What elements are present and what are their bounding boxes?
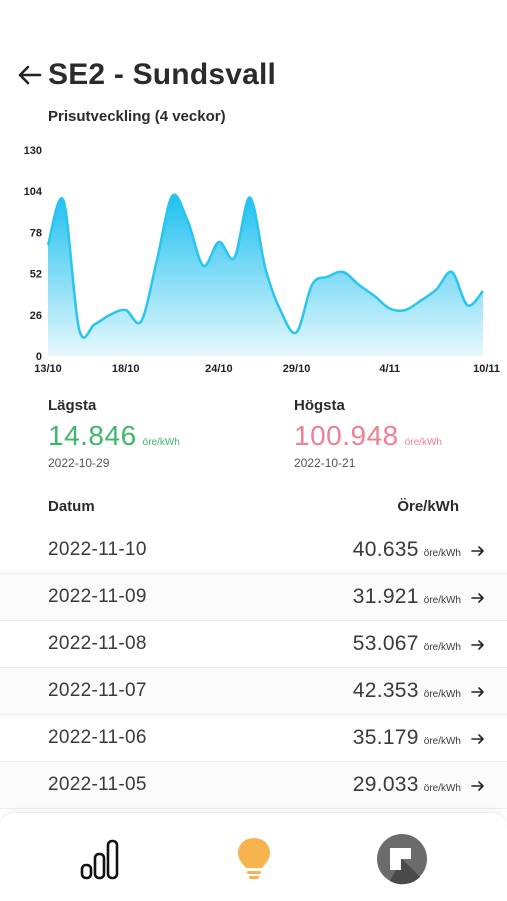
chart-title: Prisutveckling (4 veckor) <box>48 108 226 125</box>
price-line <box>46 193 484 339</box>
table-row[interactable]: 2022-11-05 29.033 öre/kWh <box>0 762 507 809</box>
arrow-right-icon <box>471 546 484 556</box>
row-date: 2022-11-10 <box>48 539 147 560</box>
nav-statistics-button[interactable] <box>72 833 128 885</box>
row-unit: öre/kWh <box>423 642 461 653</box>
row-unit: öre/kWh <box>423 689 461 700</box>
highest-label: Högsta <box>294 397 345 414</box>
lowest-price-block: Lägsta 14.846 öre/kWh 2022-10-29 <box>48 397 180 470</box>
nav-app-button[interactable] <box>374 833 430 885</box>
column-date: Datum <box>48 498 95 515</box>
app-logo-icon <box>377 834 427 885</box>
highest-unit: öre/kWh <box>404 437 442 448</box>
table-row[interactable]: 2022-11-08 53.067 öre/kWh <box>0 621 507 668</box>
table-row[interactable]: 2022-11-07 42.353 öre/kWh <box>0 668 507 715</box>
table-row[interactable]: 2022-11-09 31.921 öre/kWh <box>0 574 507 621</box>
arrow-right-icon <box>471 781 484 791</box>
x-tick-label: 24/10 <box>205 363 233 375</box>
row-value: 31.921 <box>352 585 419 608</box>
row-unit: öre/kWh <box>423 783 461 794</box>
row-value: 29.033 <box>352 773 419 796</box>
arrow-right-icon <box>471 640 484 650</box>
back-button[interactable] <box>12 58 46 92</box>
arrow-right-icon <box>471 593 484 603</box>
highest-value: 100.948 <box>294 420 399 451</box>
lowest-unit: öre/kWh <box>142 437 180 448</box>
lowest-value: 14.846 <box>48 420 137 451</box>
x-tick-label: 13/10 <box>34 363 62 375</box>
table-row[interactable]: 2022-11-10 40.635 öre/kWh <box>0 527 507 574</box>
x-tick-label: 10/11 <box>473 363 500 375</box>
table-row[interactable]: 2022-11-06 35.179 öre/kWh <box>0 715 507 762</box>
highest-date: 2022-10-21 <box>294 456 356 470</box>
lightbulb-icon <box>238 838 270 879</box>
y-tick-label: 130 <box>24 145 42 157</box>
lowest-label: Lägsta <box>48 397 97 414</box>
row-unit: öre/kWh <box>423 548 461 559</box>
nav-prices-button[interactable] <box>226 833 282 885</box>
y-tick-label: 0 <box>36 351 42 363</box>
row-value: 42.353 <box>352 679 419 702</box>
x-tick-label: 18/10 <box>112 363 140 375</box>
y-tick-label: 104 <box>24 186 43 198</box>
row-value: 53.067 <box>352 632 419 655</box>
x-tick-label: 4/11 <box>379 363 400 375</box>
row-date: 2022-11-05 <box>48 774 147 795</box>
highest-price-block: Högsta 100.948 öre/kWh 2022-10-21 <box>294 397 442 470</box>
row-unit: öre/kWh <box>423 595 461 606</box>
price-chart: 0 26 52 78 104 130 13/10 18/10 24/10 29/10 4/11 10… <box>24 145 500 375</box>
column-price: Öre/kWh <box>397 498 459 515</box>
header: SE2 - Sundsvall <box>12 58 276 92</box>
row-value: 35.179 <box>352 726 419 749</box>
y-tick-label: 26 <box>30 310 42 322</box>
lowest-date: 2022-10-29 <box>48 456 110 470</box>
row-date: 2022-11-08 <box>48 633 147 654</box>
row-date: 2022-11-09 <box>48 586 147 607</box>
row-unit: öre/kWh <box>423 736 461 747</box>
arrow-right-icon <box>471 734 484 744</box>
arrow-right-icon <box>471 687 484 697</box>
x-tick-label: 29/10 <box>283 363 311 375</box>
price-list: 2022-11-10 40.635 öre/kWh 2022-11-09 31.… <box>0 527 507 809</box>
page-title: SE2 - Sundsvall <box>48 58 277 91</box>
arrow-left-icon <box>18 65 42 85</box>
row-date: 2022-11-07 <box>48 680 147 701</box>
bottom-navigation <box>0 812 507 901</box>
y-tick-label: 52 <box>30 269 42 281</box>
price-area <box>48 194 483 356</box>
row-value: 40.635 <box>352 538 419 561</box>
bar-chart-icon <box>80 839 119 880</box>
table-header: Datum Öre/kWh <box>48 498 459 515</box>
y-tick-label: 78 <box>30 227 42 239</box>
row-date: 2022-11-06 <box>48 727 147 748</box>
